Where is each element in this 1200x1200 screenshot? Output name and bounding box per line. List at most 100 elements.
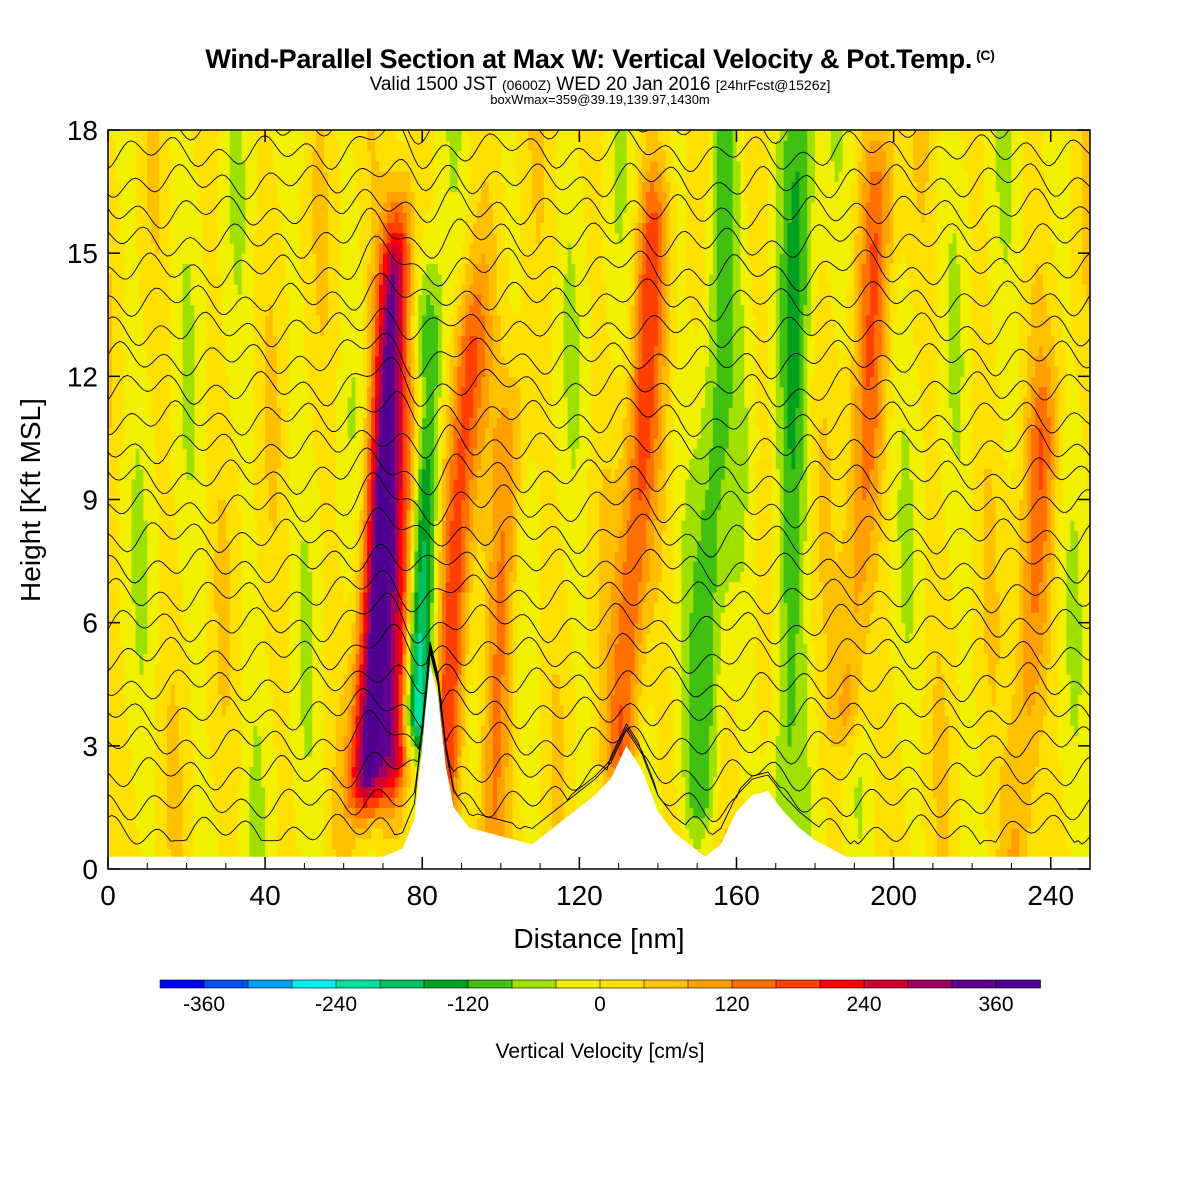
velocity-cell bbox=[261, 766, 278, 778]
velocity-cell bbox=[803, 622, 812, 634]
velocity-cell bbox=[410, 735, 415, 747]
velocity-cell bbox=[846, 499, 855, 511]
velocity-cell bbox=[783, 571, 800, 583]
velocity-cell bbox=[606, 745, 612, 757]
velocity-cell bbox=[563, 325, 580, 336]
velocity-cell bbox=[379, 499, 392, 511]
velocity-cell bbox=[508, 571, 518, 583]
velocity-cell bbox=[206, 417, 235, 429]
velocity-cell bbox=[579, 314, 592, 326]
velocity-cell bbox=[980, 766, 1001, 778]
velocity-cell bbox=[795, 715, 808, 726]
velocity-cell bbox=[335, 520, 356, 531]
velocity-cell bbox=[1050, 632, 1060, 644]
vertical-velocity-fill bbox=[108, 130, 1090, 869]
velocity-cell bbox=[917, 355, 938, 367]
velocity-cell bbox=[567, 581, 588, 593]
velocity-cell bbox=[453, 427, 463, 439]
velocity-cell bbox=[811, 827, 828, 839]
velocity-cell bbox=[249, 848, 266, 860]
velocity-cell bbox=[308, 366, 337, 377]
velocity-cell bbox=[355, 704, 360, 716]
velocity-cell bbox=[155, 437, 172, 449]
velocity-cell bbox=[492, 509, 514, 521]
velocity-cell bbox=[728, 437, 749, 449]
velocity-cell bbox=[371, 561, 376, 572]
velocity-cell bbox=[889, 355, 895, 367]
velocity-cell bbox=[406, 335, 411, 347]
velocity-cell bbox=[516, 499, 525, 511]
velocity-cell bbox=[983, 581, 997, 593]
velocity-cell bbox=[1038, 468, 1044, 480]
velocity-cell bbox=[481, 766, 486, 778]
velocity-cell bbox=[288, 520, 321, 531]
velocity-cell bbox=[960, 427, 973, 439]
velocity-cell bbox=[748, 468, 757, 480]
velocity-cell bbox=[406, 776, 411, 788]
velocity-cell bbox=[394, 284, 400, 295]
velocity-cell bbox=[383, 786, 396, 798]
velocity-cell bbox=[359, 612, 364, 624]
velocity-cell bbox=[398, 643, 404, 655]
velocity-cell bbox=[308, 396, 337, 408]
velocity-cell bbox=[740, 571, 757, 583]
velocity-cell bbox=[406, 417, 411, 429]
velocity-cell bbox=[567, 427, 580, 439]
velocity-cell bbox=[756, 663, 773, 675]
velocity-cell bbox=[371, 581, 376, 593]
velocity-cell bbox=[614, 561, 624, 572]
velocity-cell bbox=[335, 848, 353, 860]
velocity-cell bbox=[681, 756, 690, 767]
velocity-cell bbox=[229, 663, 243, 675]
velocity-cell bbox=[359, 663, 364, 675]
velocity-cell bbox=[1054, 345, 1067, 357]
velocity-cell bbox=[379, 715, 392, 726]
velocity-cell bbox=[143, 314, 172, 326]
velocity-cell bbox=[551, 417, 569, 429]
velocity-cell bbox=[622, 571, 643, 583]
velocity-cell bbox=[661, 345, 667, 357]
velocity-cell bbox=[587, 540, 600, 552]
velocity-cell bbox=[418, 366, 423, 377]
velocity-cell bbox=[893, 848, 910, 860]
velocity-cell bbox=[1054, 530, 1060, 542]
velocity-cell bbox=[371, 304, 376, 316]
velocity-cell bbox=[461, 643, 466, 655]
velocity-cell bbox=[504, 632, 510, 644]
velocity-cell bbox=[665, 468, 675, 480]
velocity-cell bbox=[1015, 417, 1024, 429]
velocity-cell bbox=[870, 715, 899, 726]
velocity-cell bbox=[1035, 684, 1048, 696]
velocity-cell bbox=[422, 284, 443, 295]
velocity-cell bbox=[948, 735, 961, 747]
velocity-cell bbox=[438, 571, 443, 583]
velocity-cell bbox=[756, 591, 773, 603]
velocity-cell bbox=[775, 427, 785, 439]
velocity-cell bbox=[485, 437, 494, 449]
velocity-cell bbox=[473, 643, 478, 655]
velocity-cell bbox=[406, 745, 411, 757]
velocity-cell bbox=[210, 745, 243, 757]
velocity-cell bbox=[410, 684, 415, 696]
velocity-cell bbox=[280, 437, 290, 449]
velocity-cell bbox=[351, 643, 356, 655]
velocity-cell bbox=[575, 735, 592, 747]
velocity-cell bbox=[563, 745, 576, 757]
velocity-cell bbox=[654, 612, 671, 624]
velocity-cell bbox=[740, 756, 777, 767]
velocity-cell bbox=[512, 499, 518, 511]
velocity-cell bbox=[108, 674, 125, 685]
velocity-cell bbox=[371, 417, 376, 429]
velocity-cell bbox=[359, 776, 364, 788]
velocity-cell bbox=[422, 458, 427, 470]
velocity-cell bbox=[976, 725, 1009, 737]
velocity-cell bbox=[889, 520, 899, 531]
velocity-cell bbox=[520, 561, 541, 572]
velocity-cell bbox=[732, 335, 745, 347]
velocity-cell bbox=[630, 366, 635, 377]
velocity-cell bbox=[881, 345, 887, 357]
velocity-cell bbox=[206, 437, 235, 449]
velocity-cell bbox=[960, 725, 977, 737]
velocity-cell bbox=[410, 407, 415, 418]
velocity-cell bbox=[563, 540, 588, 552]
